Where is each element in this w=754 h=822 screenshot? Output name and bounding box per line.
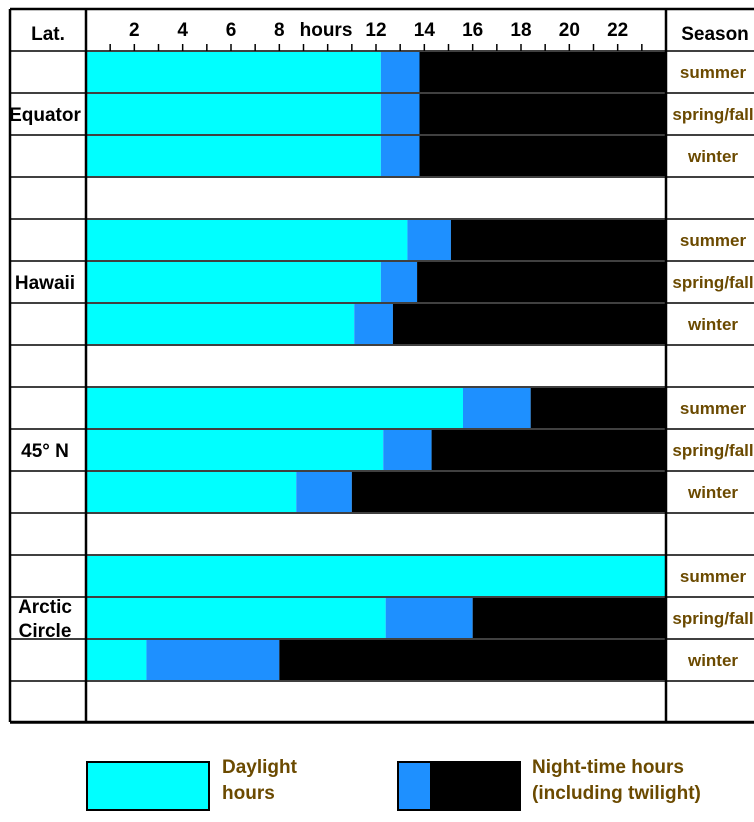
bar-daylight-0-2 (86, 136, 381, 176)
bar-night-2-0 (530, 388, 666, 428)
season-label-1-2: winter (687, 315, 738, 334)
latitude-label-0-0: Equator (9, 105, 81, 126)
x-tick-label-22: 22 (607, 20, 628, 41)
latitude-label-3-1: Circle (19, 621, 72, 642)
legend-night-label: Night-time hours (including twilight) (532, 755, 701, 807)
bar-daylight-2-1 (86, 430, 384, 470)
x-tick-label-12: 12 (365, 20, 386, 41)
bar-twilight-1-0 (407, 220, 451, 260)
legend-daylight-label: Daylight hours (222, 755, 297, 807)
bar-twilight-2-0 (463, 388, 531, 428)
bar-twilight-0-0 (380, 52, 420, 92)
x-tick-label-8: 8 (274, 20, 285, 41)
bar-twilight-3-2 (146, 640, 280, 680)
bar-twilight-0-2 (380, 136, 420, 176)
legend-daylight-swatch (86, 761, 210, 811)
season-label-1-0: summer (680, 231, 747, 250)
x-tick-label-14: 14 (414, 20, 436, 41)
season-label-0-1: spring/fall (672, 105, 753, 124)
bar-night-1-0 (450, 220, 666, 260)
bar-twilight-0-1 (380, 94, 420, 134)
bar-twilight-1-2 (354, 304, 393, 344)
bar-daylight-0-1 (86, 94, 381, 134)
x-tick-label-20: 20 (559, 20, 580, 41)
season-label-0-0: summer (680, 63, 747, 82)
bar-twilight-2-2 (296, 472, 352, 512)
x-tick-label-4: 4 (177, 20, 188, 41)
season-label-0-2: winter (687, 147, 738, 166)
x-tick-label-16: 16 (462, 20, 483, 41)
bar-twilight-3-1 (385, 598, 473, 638)
bar-daylight-1-0 (86, 220, 408, 260)
grid-lines (8, 7, 754, 724)
season-label-2-0: summer (680, 399, 747, 418)
season-label-2-1: spring/fall (672, 441, 753, 460)
x-axis-label: hours (300, 20, 353, 41)
season-label-3-2: winter (687, 651, 738, 670)
season-label-3-0: summer (680, 567, 747, 586)
bar-night-1-2 (392, 304, 666, 344)
bar-daylight-0-0 (86, 52, 381, 92)
latitude-column-header: Lat. (31, 24, 65, 45)
legend-night-line-1: Night-time hours (532, 757, 684, 778)
bar-night-0-0 (419, 52, 666, 92)
bar-daylight-3-2 (86, 640, 147, 680)
x-tick-label-6: 6 (226, 20, 237, 41)
legend-daylight-line-2: hours (222, 783, 275, 804)
x-tick-label-2: 2 (129, 20, 140, 41)
bar-night-2-1 (431, 430, 666, 470)
bar-daylight-1-1 (86, 262, 381, 302)
legend-twilight-swatch (399, 763, 430, 809)
bar-daylight-3-0 (86, 556, 666, 596)
x-axis-ticks: 2 4 6 8 12 14 16 18 20 22 (109, 20, 643, 51)
latitude-label-2-0: 45° N (21, 441, 69, 462)
latitude-label-3-0: Arctic (18, 597, 72, 618)
bar-night-1-1 (417, 262, 666, 302)
bar-night-2-2 (351, 472, 666, 512)
bars (86, 52, 666, 680)
season-label-3-1: spring/fall (672, 609, 753, 628)
season-column-header: Season (681, 24, 749, 45)
bar-twilight-1-1 (380, 262, 418, 302)
bar-daylight-3-1 (86, 598, 386, 638)
row-labels: summer spring/fall winter Equator summer spri… (9, 63, 754, 670)
bar-twilight-2-1 (383, 430, 432, 470)
season-label-2-2: winter (687, 483, 738, 502)
bar-daylight-1-2 (86, 304, 355, 344)
bar-daylight-2-0 (86, 388, 463, 428)
legend-night-line-2: (including twilight) (532, 783, 701, 804)
bar-daylight-2-2 (86, 472, 297, 512)
x-tick-label-18: 18 (510, 20, 531, 41)
bar-night-3-2 (279, 640, 666, 680)
bar-night-0-2 (419, 136, 666, 176)
legend-daylight-line-1: Daylight (222, 757, 297, 778)
bar-night-3-1 (472, 598, 666, 638)
latitude-label-1-0: Hawaii (15, 273, 75, 294)
bar-night-0-1 (419, 94, 666, 134)
season-label-1-1: spring/fall (672, 273, 753, 292)
